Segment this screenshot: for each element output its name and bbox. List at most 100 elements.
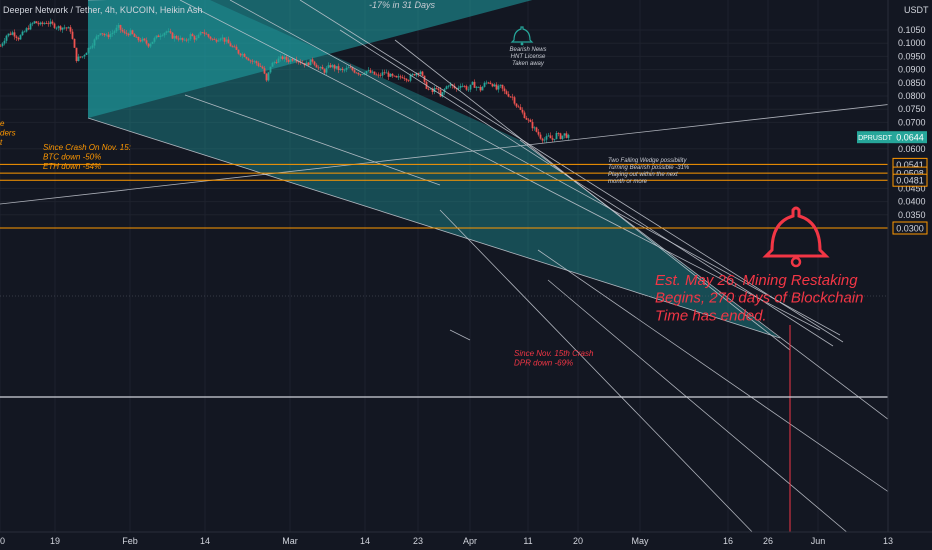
annotation-text-dpr: Since Nov. 15th Crash xyxy=(514,349,594,358)
candle-body xyxy=(169,31,172,33)
candle-body xyxy=(145,40,148,44)
candle-body xyxy=(195,38,198,40)
candle-body xyxy=(81,56,84,58)
bell-news-icon xyxy=(510,26,534,46)
candle-body xyxy=(289,59,292,62)
trendline xyxy=(299,0,844,343)
candle-body xyxy=(513,97,516,104)
candle-body xyxy=(1,43,4,46)
candle-body xyxy=(411,74,414,76)
trendline xyxy=(184,94,441,186)
candle-body xyxy=(53,23,56,28)
candle-body xyxy=(317,67,320,69)
candle-body xyxy=(377,74,380,76)
x-tick-label: 16 xyxy=(723,536,733,546)
candle-body xyxy=(51,21,54,24)
candle-body xyxy=(467,89,470,91)
candle-body xyxy=(499,84,502,86)
candle-body xyxy=(119,25,122,30)
candle-body xyxy=(39,22,42,25)
trendline xyxy=(339,29,834,347)
candle-body xyxy=(219,38,222,41)
annotation-text-bearish: Taken away xyxy=(512,61,545,67)
candle-body xyxy=(403,78,406,79)
candle-body xyxy=(3,40,6,44)
candle-body xyxy=(93,39,96,46)
candle-body xyxy=(85,52,88,56)
candle-body xyxy=(471,81,474,85)
candle-body xyxy=(153,38,156,42)
candle-body xyxy=(505,91,508,95)
candle-body xyxy=(209,36,212,39)
level-tag-label: 0.0508 xyxy=(896,169,924,179)
candle-body xyxy=(215,39,218,42)
x-tick-label: Mar xyxy=(282,536,298,546)
candle-body xyxy=(15,36,18,38)
candle-body xyxy=(429,88,432,90)
candle-body xyxy=(247,58,250,61)
last-price-tag-label: 0.0644 xyxy=(896,133,924,143)
x-tick-label: 14 xyxy=(200,536,210,546)
candle-body xyxy=(201,32,204,33)
candle-body xyxy=(525,118,528,120)
candle-body xyxy=(155,35,158,39)
candle-body xyxy=(383,72,386,74)
candle-body xyxy=(157,35,160,38)
candle-body xyxy=(179,37,182,40)
candle-body xyxy=(331,65,334,68)
candle-body xyxy=(57,26,60,28)
candle-body xyxy=(339,68,342,71)
candle-body xyxy=(221,37,224,39)
candle-body xyxy=(109,33,112,38)
candle-body xyxy=(541,138,544,141)
candle-body xyxy=(321,67,324,70)
candle-body xyxy=(183,39,186,41)
candle-body xyxy=(355,72,358,74)
candle-body xyxy=(97,35,100,37)
candle-body xyxy=(375,74,378,76)
candle-body xyxy=(475,86,478,88)
candle-body xyxy=(329,65,332,68)
candle-body xyxy=(305,62,308,66)
candle-body xyxy=(25,28,28,32)
candle-body xyxy=(401,77,404,79)
candle-body xyxy=(233,46,236,48)
candle-body xyxy=(269,66,272,73)
candle-body xyxy=(149,43,152,47)
candle-body xyxy=(457,87,460,90)
candle-body xyxy=(387,72,390,77)
level-tag-label: 0.0481 xyxy=(896,176,924,186)
candle-body xyxy=(445,86,448,90)
candle-body xyxy=(281,56,284,60)
candle-body xyxy=(485,82,488,84)
candle-body xyxy=(459,86,462,88)
wedge-upper-fill xyxy=(88,0,533,118)
annotation-text-est: Est. May 26, Mining Restaking xyxy=(655,272,858,289)
candle-body xyxy=(351,67,354,71)
symbol-title: Deeper Network / Tether, 4h, KUCOIN, Hei… xyxy=(3,5,202,15)
horizontal-levels[interactable] xyxy=(0,163,888,398)
candle-body xyxy=(181,37,184,41)
candle-body xyxy=(517,106,520,108)
x-tick-label: May xyxy=(631,536,649,546)
price-axis[interactable] xyxy=(887,0,932,532)
candle-body xyxy=(441,92,444,97)
candle-body xyxy=(177,38,180,40)
candle-body xyxy=(399,76,402,78)
candle-body xyxy=(0,45,2,47)
candle-body xyxy=(75,47,78,62)
candle-body xyxy=(105,34,108,36)
candle-body xyxy=(341,68,344,70)
time-axis[interactable] xyxy=(0,531,932,550)
candle-body xyxy=(415,73,418,76)
trendline xyxy=(229,0,841,336)
candle-body xyxy=(267,72,270,81)
wedge-fills xyxy=(88,0,780,338)
candle-body xyxy=(309,59,312,66)
trendline xyxy=(537,249,894,496)
annotation-text-wedge: Two Falling Wedge possibility xyxy=(608,158,687,164)
candle-body xyxy=(561,135,564,139)
candle-body xyxy=(193,36,196,40)
